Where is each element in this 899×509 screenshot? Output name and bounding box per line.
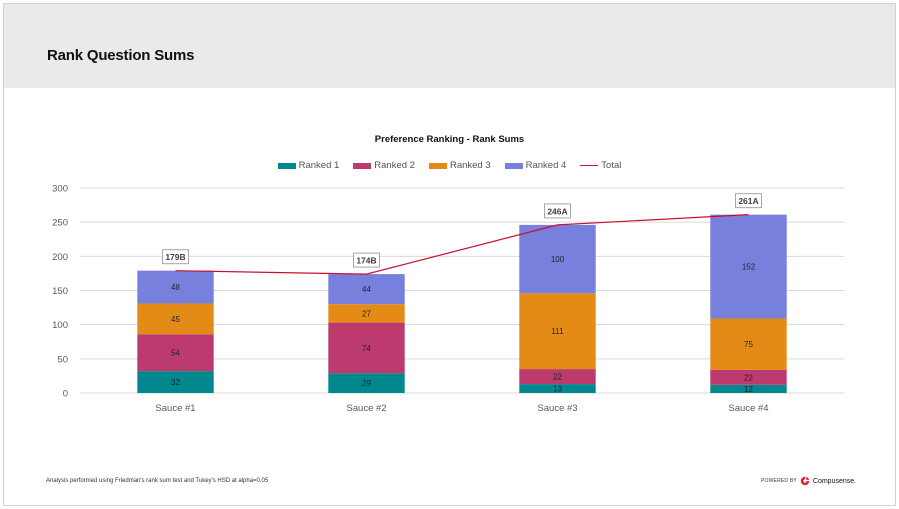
- bar-segment: [137, 270, 214, 304]
- legend-label: Ranked 3: [449, 160, 491, 171]
- bar-segment: [519, 224, 596, 294]
- total-label: 246A: [547, 206, 567, 216]
- y-tick-label: 300: [52, 184, 68, 195]
- legend-label: Ranked 4: [525, 160, 567, 171]
- bar-value-label: 12: [744, 385, 753, 394]
- total-label-box: [735, 193, 762, 209]
- bar-value-label: 13: [553, 385, 562, 394]
- legend-label: Ranked 2: [374, 160, 415, 171]
- legend-item-ranked-1: Ranked 1: [277, 160, 340, 171]
- powered-by-label: POWERED BY: [761, 478, 797, 484]
- x-tick-label: Sauce #2: [346, 403, 386, 414]
- bar-value-label: 152: [742, 263, 756, 272]
- total-label: 261A: [738, 196, 758, 206]
- legend-swatch: [504, 162, 523, 169]
- bar-value-label: 54: [171, 349, 180, 358]
- bar-value-label: 22: [744, 373, 753, 382]
- total-label-box: [162, 249, 189, 265]
- page-title: Rank Question Sums: [47, 47, 195, 64]
- bar-segment: [710, 214, 787, 319]
- bar-segment: [519, 293, 596, 370]
- total-line: [175, 214, 749, 275]
- legend-swatch: [428, 162, 447, 169]
- total-label: 179B: [165, 252, 185, 262]
- legend-item-ranked-4: Ranked 4: [504, 160, 567, 171]
- bar-segment: [710, 318, 787, 370]
- x-tick-label: Sauce #3: [537, 403, 577, 414]
- x-tick-label: Sauce #4: [728, 403, 768, 414]
- bar-segment: [328, 322, 405, 374]
- legend-swatch: [277, 162, 296, 169]
- bar-value-label: 29: [362, 379, 371, 388]
- bar-value-label: 32: [171, 378, 180, 387]
- bar-value-label: 48: [171, 283, 180, 292]
- bar-segment: [328, 274, 405, 305]
- compusense-logo-icon: [800, 476, 810, 486]
- bar-value-label: 74: [362, 344, 371, 353]
- bar-value-label: 45: [171, 315, 180, 324]
- brand-name: Compusense.: [812, 477, 857, 485]
- bar-segment: [137, 303, 214, 335]
- bar-segment: [519, 384, 596, 393]
- total-label-box: [353, 252, 380, 268]
- y-tick-label: 50: [57, 354, 68, 365]
- bar-segment: [137, 371, 214, 393]
- bar-segment: [328, 373, 405, 393]
- legend-item-total: Total: [580, 160, 621, 171]
- legend-item-ranked-2: Ranked 2: [353, 160, 415, 171]
- bar-segment: [710, 384, 787, 393]
- x-tick-label: Sauce #1: [155, 403, 195, 414]
- total-label: 174B: [356, 256, 376, 266]
- y-tick-label: 150: [52, 286, 68, 297]
- y-tick-label: 250: [52, 218, 68, 229]
- bar-value-label: 100: [551, 255, 565, 264]
- total-label-box: [544, 203, 571, 219]
- bar-segment: [710, 369, 787, 385]
- y-tick-label: 0: [63, 389, 68, 400]
- bar-value-label: 44: [362, 285, 371, 294]
- bar-segment: [328, 304, 405, 323]
- y-tick-label: 200: [52, 252, 68, 263]
- legend-swatch: [353, 162, 372, 169]
- y-tick-label: 100: [52, 320, 68, 331]
- legend-label: Ranked 1: [298, 160, 340, 171]
- legend-line: [580, 164, 599, 167]
- bar-value-label: 75: [744, 340, 753, 349]
- legend-item-ranked-3: Ranked 3: [428, 160, 491, 171]
- legend-label: Total: [601, 160, 622, 171]
- powered-by: POWERED BY Compusense.: [761, 476, 856, 486]
- bar-value-label: 27: [362, 309, 371, 318]
- chart-legend: Ranked 1 Ranked 2 Ranked 3 Ranked 4 Tota…: [0, 160, 899, 171]
- header-bar: Rank Question Sums: [4, 4, 895, 88]
- bar-segment: [519, 369, 596, 385]
- footnote: Analysis performed using Friedman's rank…: [46, 478, 269, 484]
- bar-value-label: 22: [553, 373, 562, 382]
- chart-title: Preference Ranking - Rank Sums: [374, 134, 525, 145]
- bar-segment: [137, 334, 214, 372]
- bar-value-label: 111: [551, 327, 564, 336]
